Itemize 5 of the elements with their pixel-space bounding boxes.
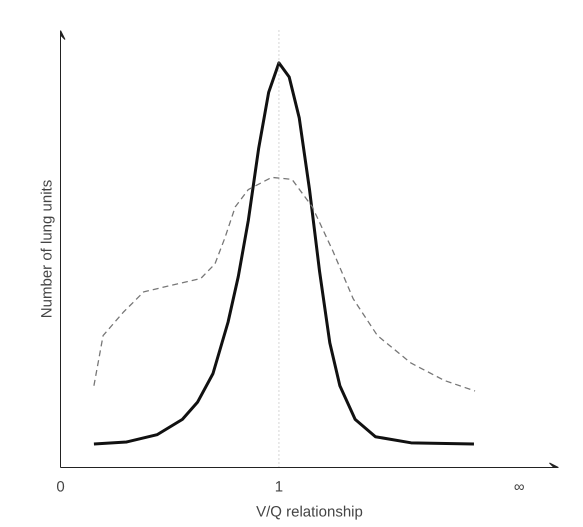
x-axis-title: V/Q relationship — [256, 504, 363, 520]
x-tick-label: 1 — [274, 478, 284, 496]
y-axis-title: Number of lung units — [38, 180, 56, 318]
x-tick-label: ∞ — [514, 478, 525, 496]
x-tick-label: 0 — [56, 478, 65, 496]
